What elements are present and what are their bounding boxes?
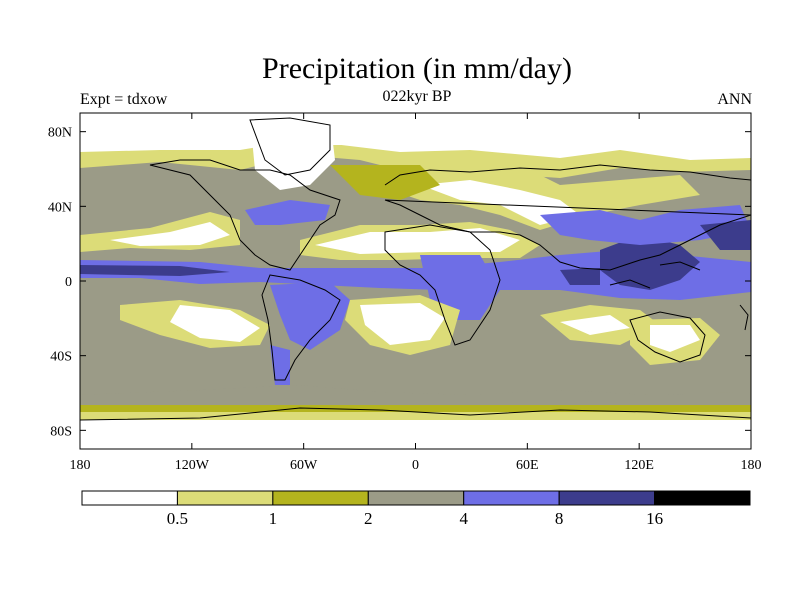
colorbar-label: 16: [646, 509, 663, 528]
lon-tick-label: 120E: [624, 458, 654, 473]
map-title: Precipitation (in mm/day): [262, 52, 572, 85]
lat-tick-label: 80N: [48, 126, 72, 141]
colorbar-swatch: [463, 490, 560, 506]
lon-tick-label: 0: [412, 458, 419, 473]
precipitation-field: [80, 113, 751, 449]
colorbar-swatch: [81, 490, 178, 506]
lat-tick-label: 40N: [48, 200, 72, 215]
lat-tick-label: 80S: [50, 424, 72, 439]
colorbar-label: 0.5: [167, 509, 188, 528]
colorbar-swatch: [176, 490, 274, 506]
lat-tick-label: 0: [65, 275, 72, 290]
lon-tick-label: 60W: [290, 458, 318, 473]
colorbar-label: 4: [459, 509, 468, 528]
colorbar-swatch: [654, 490, 751, 506]
lon-tick-label: 60E: [516, 458, 539, 473]
colorbar-label: 1: [269, 509, 278, 528]
colorbar-swatch: [558, 490, 656, 506]
experiment-label: Expt = tdxow: [80, 91, 168, 108]
lat-tick-label: 40S: [50, 350, 72, 365]
lon-tick-label: 120W: [175, 458, 210, 473]
coastlines: [80, 117, 751, 421]
period-label: 022kyr BP: [382, 88, 452, 105]
lon-tick-label: 180: [741, 458, 762, 473]
lon-tick-label: 180: [70, 458, 91, 473]
season-label: ANN: [717, 91, 752, 108]
colorbar-label: 2: [364, 509, 373, 528]
colorbar-label: 8: [555, 509, 564, 528]
map-axes: 180 120W 60W 0 60E 120E 180 80N 40N 0 40S 80S: [48, 113, 762, 473]
colorbar-swatch: [272, 490, 369, 506]
colorbar: 0.5 1 2 4 8 16: [81, 490, 751, 528]
colorbar-swatch: [367, 490, 465, 506]
